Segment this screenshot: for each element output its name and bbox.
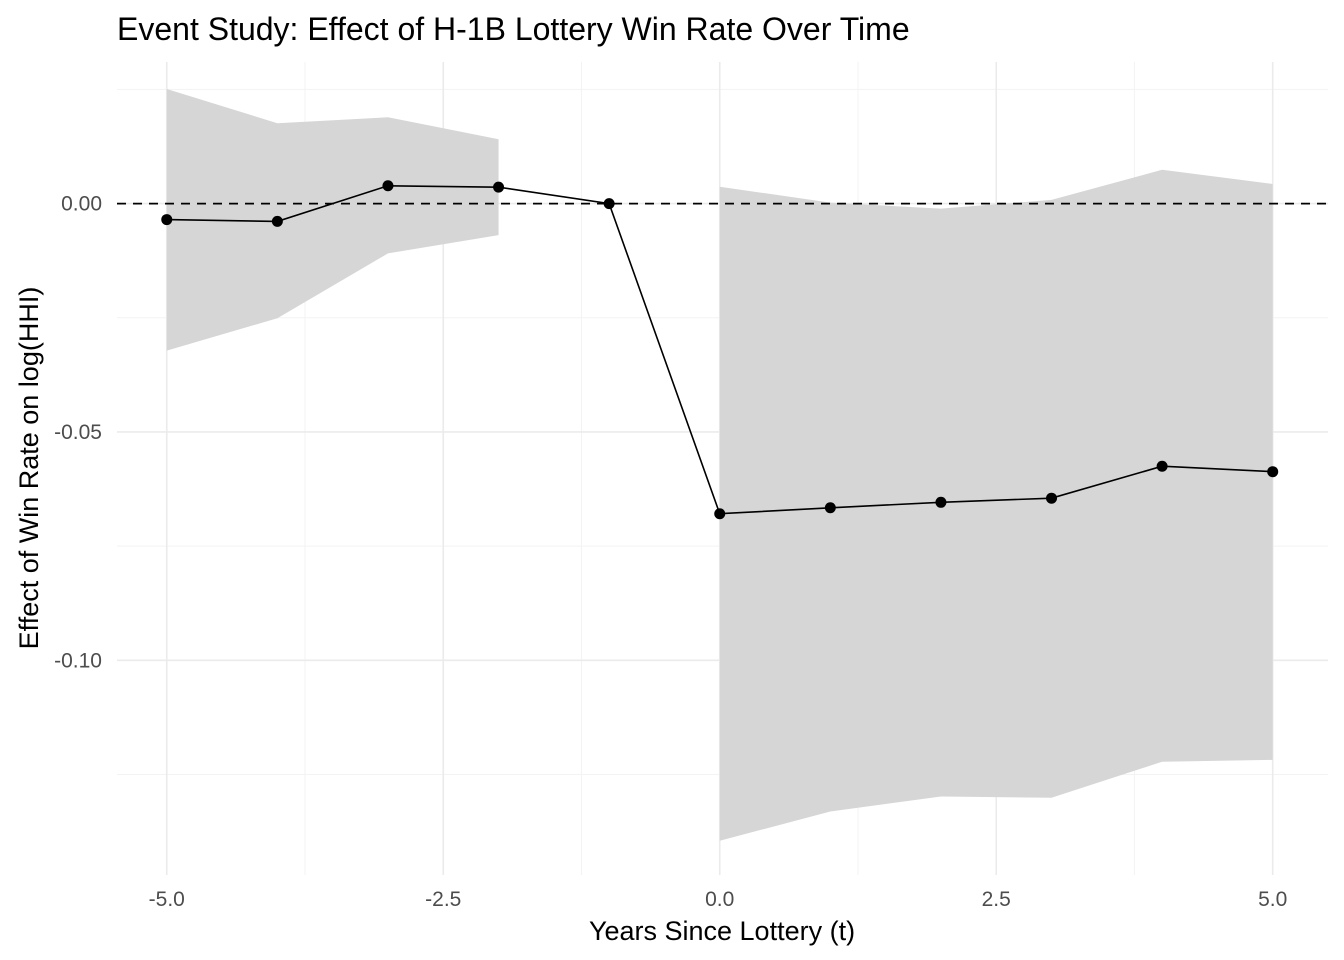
x-tick-label: -5.0 <box>149 888 185 911</box>
y-tick-label: -0.05 <box>54 421 102 444</box>
chart-title: Event Study: Effect of H-1B Lottery Win … <box>117 11 910 47</box>
estimate-point <box>271 215 283 227</box>
x-axis-title: Years Since Lottery (t) <box>589 916 855 946</box>
confidence-ribbons <box>166 88 1273 841</box>
y-axis-title: Effect of Win Rate on log(HHI) <box>14 287 44 650</box>
x-tick-label: 2.5 <box>982 888 1011 911</box>
estimate-point <box>1267 466 1279 478</box>
estimate-point <box>382 180 394 192</box>
estimate-point <box>824 502 836 514</box>
estimate-point <box>1156 460 1168 472</box>
estimate-point <box>714 508 726 520</box>
x-tick-label: 5.0 <box>1258 888 1287 911</box>
x-tick-label: -2.5 <box>425 888 461 911</box>
y-axis-ticks: 0.00 -0.05 -0.10 <box>54 193 102 673</box>
x-axis-ticks: -5.0 -2.5 0.0 2.5 5.0 <box>149 888 1288 911</box>
confidence-band <box>719 169 1273 841</box>
y-tick-label: 0.00 <box>61 193 102 216</box>
estimate-point <box>493 181 505 193</box>
confidence-band <box>166 88 499 351</box>
estimate-series <box>161 180 1279 520</box>
y-tick-label: -0.10 <box>54 649 102 672</box>
estimate-point <box>603 198 615 210</box>
estimate-point <box>1046 492 1058 504</box>
x-tick-label: 0.0 <box>705 888 734 911</box>
estimate-point <box>935 496 947 508</box>
estimate-point <box>161 214 173 226</box>
